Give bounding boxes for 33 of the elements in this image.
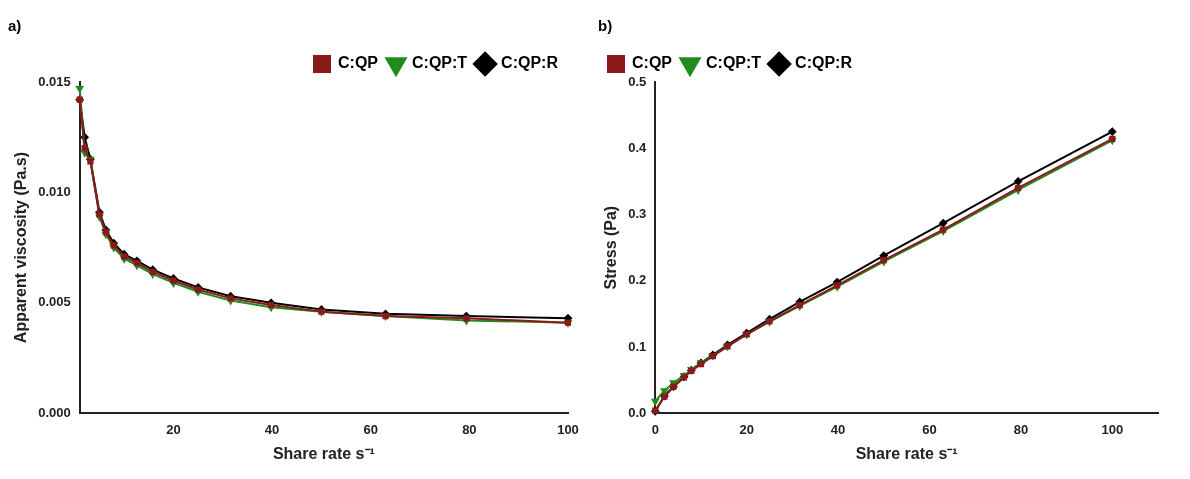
chart-title: b)	[598, 17, 613, 35]
y-tick-label: 0.3	[628, 206, 647, 222]
y-tick-label: 0.2	[628, 272, 647, 288]
legend-label: C:QP:R	[501, 54, 559, 72]
y-tick-label: 0.005	[38, 294, 71, 310]
y-tick-label: 0.5	[628, 73, 647, 89]
legend-label: C:QP	[632, 54, 673, 72]
y-axis-title: Stress (Pa)	[602, 205, 620, 290]
x-tick-label: 20	[166, 421, 181, 437]
x-tick-label: 0	[651, 421, 659, 437]
x-tick-label: 60	[922, 421, 937, 437]
y-tick-label: 0.010	[38, 183, 71, 199]
x-tick-label: 40	[830, 421, 846, 437]
y-tick-label: 0.000	[38, 404, 71, 420]
x-tick-label: 100	[557, 421, 579, 437]
x-tick-label: 80	[1013, 421, 1029, 437]
legend-label: C:QP	[338, 54, 379, 72]
legend-label: C:QP:T	[412, 54, 468, 72]
x-tick-label: 100	[1101, 421, 1124, 437]
legend-label: C:QP:T	[706, 54, 762, 72]
x-tick-label: 40	[264, 421, 280, 437]
x-tick-label: 20	[739, 421, 754, 437]
y-tick-label: 0.0	[628, 404, 647, 420]
y-axis-title: Apparent viscosity (Pa.s)	[12, 152, 30, 344]
y-tick-label: 0.1	[628, 338, 647, 354]
chart-title: a)	[8, 17, 22, 35]
x-axis-title: Share rate s⁻¹	[855, 444, 958, 462]
y-tick-label: 0.4	[628, 139, 648, 155]
x-axis-title: Share rate s⁻¹	[272, 444, 375, 462]
x-tick-label: 60	[363, 421, 378, 437]
legend-label: C:QP:R	[795, 54, 853, 72]
x-tick-label: 80	[462, 421, 477, 437]
y-tick-label: 0.015	[38, 73, 71, 89]
